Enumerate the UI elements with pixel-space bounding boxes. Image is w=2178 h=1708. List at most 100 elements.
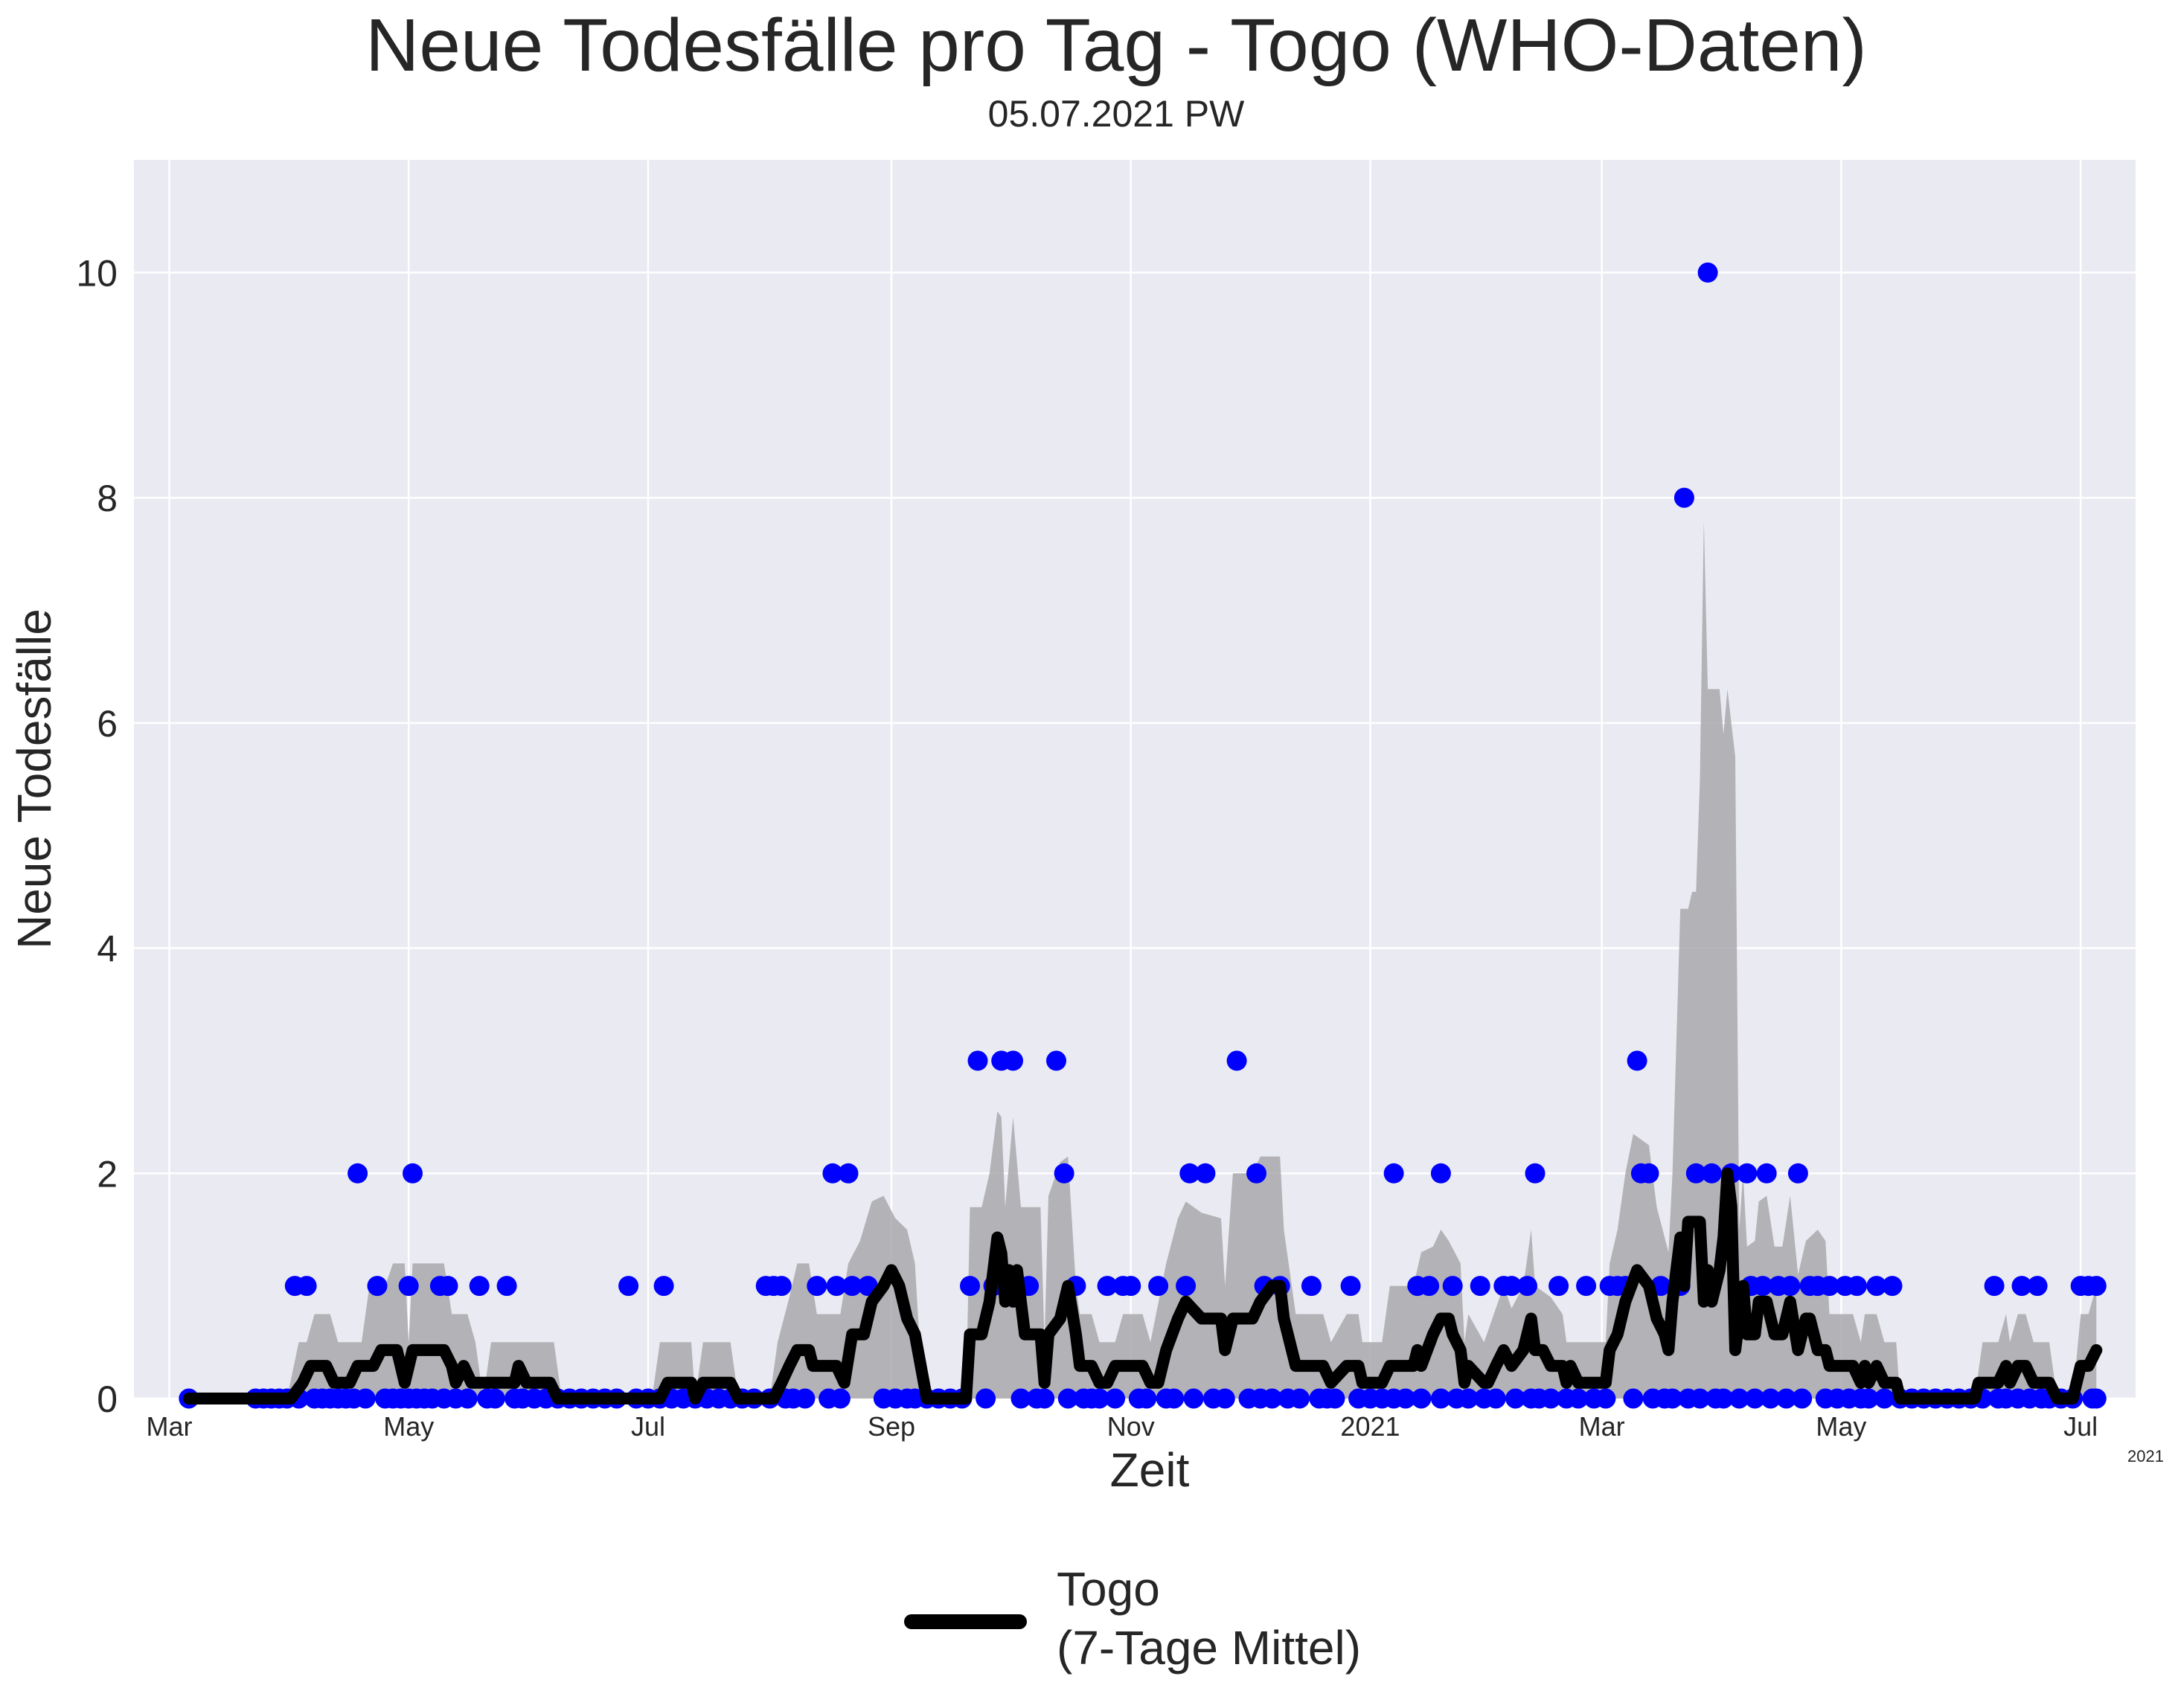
daily-deaths-point: [1148, 1276, 1169, 1297]
daily-deaths-point: [1214, 1388, 1235, 1409]
y-tick-label: 6: [97, 703, 118, 745]
daily-deaths-point: [1089, 1388, 1109, 1409]
daily-deaths-point: [296, 1276, 317, 1297]
daily-deaths-point: [830, 1388, 851, 1409]
daily-deaths-point: [1673, 487, 1694, 508]
y-tick-label: 8: [97, 478, 118, 519]
daily-deaths-point: [355, 1388, 376, 1409]
daily-deaths-point: [1485, 1388, 1506, 1409]
daily-deaths-point: [2027, 1276, 2048, 1297]
daily-deaths-point: [1383, 1163, 1404, 1184]
daily-deaths-point: [1639, 1163, 1659, 1184]
chart-subtitle: 05.07.2021 PW: [988, 93, 1245, 135]
average-line-layer: [182, 1167, 2103, 1404]
daily-deaths-point: [1003, 1050, 1023, 1071]
x-tick-label: Nov: [1107, 1411, 1155, 1442]
daily-deaths-point: [1411, 1388, 1432, 1409]
daily-deaths-point: [1054, 1163, 1074, 1184]
daily-deaths-point: [347, 1163, 368, 1184]
x-tick-label: 2021: [1340, 1411, 1400, 1442]
daily-deaths-point: [1105, 1388, 1126, 1409]
y-axis-label: Neue Todesfälle: [7, 609, 61, 949]
daily-deaths-point: [367, 1276, 388, 1297]
daily-deaths-point: [1340, 1276, 1361, 1297]
daily-deaths-point: [1301, 1276, 1322, 1297]
daily-deaths-point: [1458, 1388, 1479, 1409]
daily-deaths-point: [1419, 1276, 1440, 1297]
grid: [134, 160, 2136, 1400]
daily-deaths-point: [1761, 1388, 1781, 1409]
daily-deaths-point: [1627, 1050, 1647, 1071]
y-tick-label: 2: [97, 1153, 118, 1195]
x-tick-label: Sep: [868, 1411, 915, 1442]
y-tick-label: 0: [97, 1378, 118, 1420]
daily-deaths-point: [2086, 1276, 2107, 1297]
daily-deaths-point: [771, 1276, 792, 1297]
daily-deaths-point: [1442, 1276, 1463, 1297]
daily-deaths-point: [1847, 1276, 1867, 1297]
daily-deaths-point: [1246, 1163, 1266, 1184]
y-ticks: 0 2 4 6 8 10: [76, 252, 118, 1420]
daily-deaths-point: [1623, 1388, 1644, 1409]
band-layer: [188, 520, 2097, 1399]
daily-deaths-point: [469, 1276, 490, 1297]
daily-deaths-point: [403, 1163, 423, 1184]
daily-deaths-point: [1517, 1276, 1537, 1297]
daily-deaths-point: [1136, 1388, 1157, 1409]
daily-deaths-point: [822, 1163, 843, 1184]
daily-deaths-point: [842, 1276, 862, 1297]
daily-deaths-point: [1984, 1276, 2005, 1297]
daily-deaths-point: [838, 1163, 859, 1184]
daily-deaths-point: [1183, 1388, 1204, 1409]
legend-label-line2: (7-Tage Mittel): [1057, 1621, 1361, 1675]
daily-deaths-point: [1662, 1388, 1683, 1409]
daily-deaths-point: [1395, 1388, 1416, 1409]
daily-deaths-point: [1866, 1276, 1887, 1297]
daily-deaths-point: [1756, 1163, 1777, 1184]
daily-deaths-point: [1882, 1276, 1903, 1297]
daily-deaths-point: [457, 1388, 478, 1409]
legend-label-line1: Togo: [1057, 1562, 1160, 1616]
daily-deaths-point: [1501, 1276, 1522, 1297]
daily-deaths-point: [438, 1276, 458, 1297]
daily-deaths-point: [1121, 1276, 1141, 1297]
range-band: [188, 520, 2097, 1399]
daily-deaths-point: [1290, 1388, 1310, 1409]
daily-deaths-point: [1325, 1388, 1345, 1409]
daily-deaths-point: [1787, 1163, 1808, 1184]
daily-deaths-point: [398, 1276, 419, 1297]
daily-deaths-point: [2086, 1388, 2107, 1409]
daily-deaths-point: [1752, 1276, 1773, 1297]
daily-deaths-point: [1576, 1276, 1597, 1297]
daily-deaths-point: [1701, 1163, 1722, 1184]
daily-deaths-point: [1046, 1050, 1066, 1071]
daily-deaths-point: [1057, 1388, 1078, 1409]
daily-deaths-point: [960, 1276, 980, 1297]
daily-deaths-point: [618, 1276, 639, 1297]
daily-deaths-point: [1430, 1388, 1451, 1409]
daily-deaths-point: [1262, 1388, 1283, 1409]
daily-deaths-point: [1540, 1388, 1561, 1409]
daily-deaths-point: [1568, 1388, 1589, 1409]
daily-deaths-point: [807, 1276, 827, 1297]
legend: Togo (7-Tage Mittel): [904, 1562, 1361, 1675]
daily-deaths-point: [976, 1388, 996, 1409]
x-tick-label: May: [1816, 1411, 1866, 1442]
daily-deaths-point: [1713, 1388, 1734, 1409]
y-tick-label: 4: [97, 928, 118, 970]
daily-deaths-point: [1792, 1388, 1813, 1409]
daily-deaths-point: [826, 1276, 847, 1297]
daily-deaths-point: [1164, 1388, 1185, 1409]
daily-deaths-point: [1874, 1388, 1894, 1409]
daily-deaths-point: [1780, 1276, 1801, 1297]
x-ticks: Mar May Jul Sep Nov 2021 Mar May Jul: [146, 1411, 2098, 1442]
daily-deaths-point: [1226, 1050, 1247, 1071]
y-tick-label: 10: [76, 252, 118, 294]
daily-deaths-point: [1430, 1163, 1451, 1184]
daily-deaths-point: [1097, 1276, 1118, 1297]
x-tick-label: Mar: [146, 1411, 192, 1442]
daily-deaths-point: [653, 1276, 674, 1297]
plot-area: [134, 160, 2136, 1399]
daily-deaths-point: [795, 1388, 816, 1409]
